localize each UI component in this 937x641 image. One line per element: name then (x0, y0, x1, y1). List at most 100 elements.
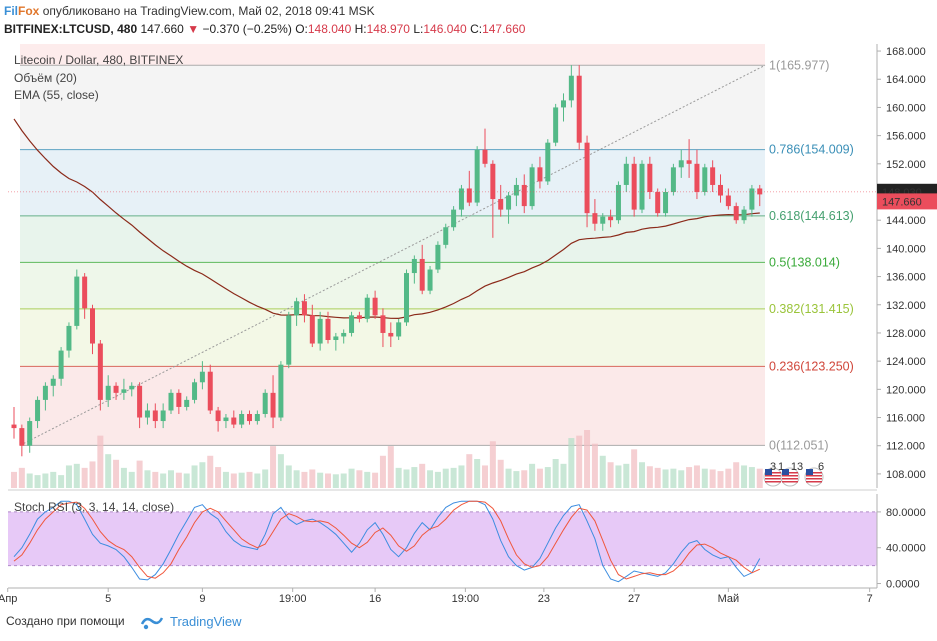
candle-body (254, 414, 260, 422)
volume-bar (631, 449, 638, 488)
candle-body (90, 308, 95, 344)
volume-bar (654, 467, 661, 488)
volume-bar (42, 473, 49, 488)
volume-bar (482, 465, 488, 488)
volume-bar (238, 472, 245, 488)
time-axis[interactable]: Апр 5 9 19:00 16 19:00 23 27 Май 7 (0, 587, 877, 605)
trend-line (19, 64, 766, 446)
volume-bar (717, 471, 724, 488)
candle-body (631, 163, 637, 210)
candle-body (584, 142, 590, 214)
open-value: 148.040 (307, 22, 352, 36)
us-flag-icon[interactable] (763, 467, 783, 487)
volume-bar (709, 469, 716, 488)
candle-body (160, 410, 166, 422)
candle-body (506, 195, 512, 210)
candle-body (364, 297, 370, 319)
price-tick-label: 140.000 (886, 243, 926, 255)
price-tick-label: 116.000 (886, 413, 925, 425)
candle-body (82, 276, 88, 309)
volume-bar (152, 471, 159, 488)
last-price: 147.660 (140, 22, 184, 36)
us-flag-icon[interactable] (804, 467, 824, 487)
candle-body (42, 385, 48, 400)
candle-body (333, 336, 339, 340)
economic-events[interactable]: 3 1 13 6 (763, 461, 824, 487)
price-tick-label: 120.000 (886, 384, 926, 396)
time-tick-label: 16 (369, 593, 381, 605)
fibonacci-retracement[interactable]: 1(165.977) 0.786(154.009) 0.618(144.613) 0.… (20, 44, 854, 452)
candle-body (521, 184, 527, 207)
volume-bar (89, 461, 96, 488)
volume-bar (521, 470, 528, 488)
price-axis[interactable]: 168.000164.000160.000156.000152.000148.0… (8, 44, 937, 488)
us-flag-icon[interactable] (780, 467, 800, 487)
candle-body (286, 315, 292, 365)
candle-body (725, 195, 731, 207)
volume-bar (183, 473, 190, 488)
candlesticks[interactable] (11, 65, 763, 457)
price-chart[interactable]: 1(165.977) 0.786(154.009) 0.618(144.613) 0.… (0, 0, 937, 606)
price-tick-label: 136.000 (886, 272, 926, 284)
candle-body (231, 417, 237, 425)
fib-zone-top (20, 44, 765, 66)
volume-bar (58, 475, 65, 488)
volume-bar (536, 468, 543, 488)
candle-body (490, 163, 496, 200)
candle-body (553, 107, 559, 143)
volume-bar (403, 469, 410, 488)
volume-bar (568, 438, 575, 488)
price-tick-label: 152.000 (886, 159, 926, 171)
volume-bar (309, 469, 316, 488)
flag-stripe (806, 475, 822, 477)
volume-bar (191, 465, 198, 488)
close-value: 147.660 (482, 22, 526, 36)
candle-body (615, 184, 621, 221)
fib-zone (20, 308, 765, 367)
candle-body (733, 206, 739, 221)
candle-body (592, 213, 598, 224)
volume-bar (230, 473, 237, 488)
candle-body (513, 184, 519, 196)
candle-body (270, 392, 276, 418)
volume-bar (18, 467, 25, 488)
time-tick-label: 7 (867, 593, 873, 605)
volume-bar (97, 435, 104, 488)
candle-body (309, 315, 315, 344)
candle-body (239, 414, 245, 425)
price-tick-label: 108.000 (886, 469, 926, 481)
stoch-band (8, 511, 877, 566)
volume-bar (285, 465, 292, 488)
stoch-rsi-pane[interactable]: 80.0000 40.0000 0.0000 (8, 489, 926, 591)
flag-canton (782, 469, 789, 475)
candle-body (655, 192, 661, 214)
candle-body (474, 149, 480, 203)
candle-body (129, 385, 135, 390)
volume-bar (497, 459, 504, 488)
high-label: H: (354, 22, 367, 36)
ohlc-line: BITFINEX:LTCUSD, 480 147.660 ▼ −0.370 (−… (4, 22, 525, 36)
tradingview-logo-icon[interactable] (140, 612, 164, 632)
flag-stripe (765, 478, 781, 480)
candle-body (757, 188, 763, 195)
time-tick-label: 23 (538, 593, 550, 605)
volume-bar (434, 471, 441, 488)
price-tick-label: 112.000 (886, 441, 925, 453)
fibonacci-trend-line[interactable] (19, 64, 766, 446)
volume-bar (686, 467, 693, 488)
volume-bar (144, 470, 151, 488)
price-tick-label: 124.000 (886, 356, 926, 368)
time-tick-label: 19:00 (452, 593, 480, 605)
tradingview-link[interactable]: TradingView (170, 614, 242, 629)
volume-bar (458, 465, 465, 488)
flag-stripe (782, 472, 798, 474)
fib-zone (20, 262, 765, 309)
candle-body (396, 322, 402, 337)
candle-body (137, 385, 143, 418)
volume-bar (615, 465, 622, 488)
fib-level-label: 0.5(138.014) (769, 255, 840, 269)
candle-body (678, 160, 684, 168)
volume-bars (11, 430, 763, 488)
volume-bar (639, 462, 645, 488)
volume-bar (65, 465, 72, 488)
